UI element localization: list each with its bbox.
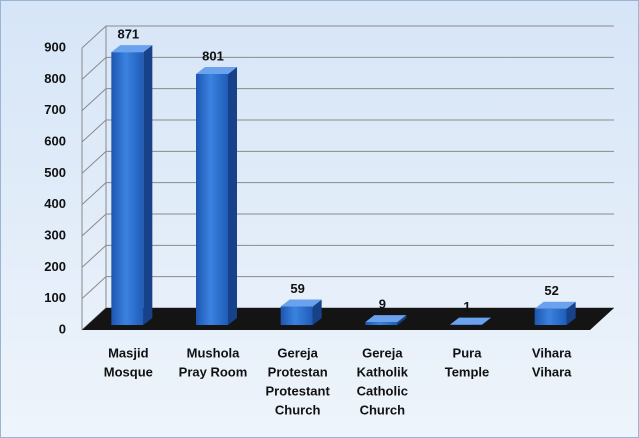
floor bbox=[82, 308, 614, 330]
x-tick-label: Vihara bbox=[532, 364, 572, 379]
x-tick-label: Protestant bbox=[266, 383, 331, 398]
bar-front bbox=[196, 74, 228, 326]
value-label: 59 bbox=[290, 281, 304, 296]
y-tick-label: 100 bbox=[44, 290, 66, 305]
y-tick-label: 200 bbox=[44, 259, 66, 274]
value-label: 9 bbox=[379, 297, 386, 312]
x-tick-label: Vihara bbox=[532, 345, 572, 360]
bar-front bbox=[534, 308, 567, 325]
bar-front bbox=[111, 52, 144, 325]
bar-top bbox=[365, 315, 407, 323]
x-tick-label: Church bbox=[360, 402, 406, 417]
bar-side bbox=[228, 67, 237, 326]
bar-side bbox=[143, 45, 153, 325]
y-tick-label: 0 bbox=[59, 321, 66, 336]
bar bbox=[111, 45, 153, 325]
y-tick-label: 600 bbox=[44, 133, 66, 148]
x-tick-label: Pray Room bbox=[179, 364, 248, 379]
bar bbox=[534, 301, 576, 325]
y-tick-label: 300 bbox=[44, 227, 66, 242]
x-tick-label: Gereja bbox=[362, 345, 403, 360]
bar-side bbox=[312, 299, 322, 325]
y-tick-label: 500 bbox=[44, 165, 66, 180]
y-tick-label: 400 bbox=[44, 196, 66, 211]
value-label: 801 bbox=[202, 48, 224, 63]
x-tick-label: Protestan bbox=[268, 364, 328, 379]
x-tick-label: Church bbox=[275, 402, 321, 417]
x-tick-label: Catholic bbox=[357, 383, 408, 398]
bar-front bbox=[365, 322, 398, 325]
bar-top bbox=[450, 317, 491, 325]
x-tick-label: Masjid bbox=[108, 345, 149, 360]
value-label: 871 bbox=[117, 27, 139, 42]
bar-side bbox=[482, 317, 491, 325]
y-tick-label: 900 bbox=[44, 39, 66, 54]
x-tick-label: Pura bbox=[453, 345, 483, 360]
value-label: 1 bbox=[463, 299, 470, 314]
bar-top bbox=[111, 45, 153, 53]
x-tick-label: Mosque bbox=[104, 364, 153, 379]
bar bbox=[450, 317, 491, 325]
bar bbox=[196, 67, 237, 326]
bar-front bbox=[280, 306, 313, 325]
bar-side bbox=[397, 315, 407, 325]
x-tick-label: Mushola bbox=[187, 345, 240, 360]
bar-top bbox=[280, 299, 322, 307]
bar-top bbox=[196, 67, 237, 75]
bar bbox=[365, 315, 407, 325]
bar-side bbox=[566, 301, 576, 325]
y-tick-label: 700 bbox=[44, 102, 66, 117]
x-tick-label: Katholik bbox=[357, 364, 409, 379]
bar bbox=[280, 299, 322, 325]
x-tick-label: Temple bbox=[445, 364, 490, 379]
value-label: 52 bbox=[544, 283, 558, 298]
x-tick-label: Gereja bbox=[277, 345, 318, 360]
bar-top bbox=[534, 301, 576, 309]
y-tick-label: 800 bbox=[44, 71, 66, 86]
